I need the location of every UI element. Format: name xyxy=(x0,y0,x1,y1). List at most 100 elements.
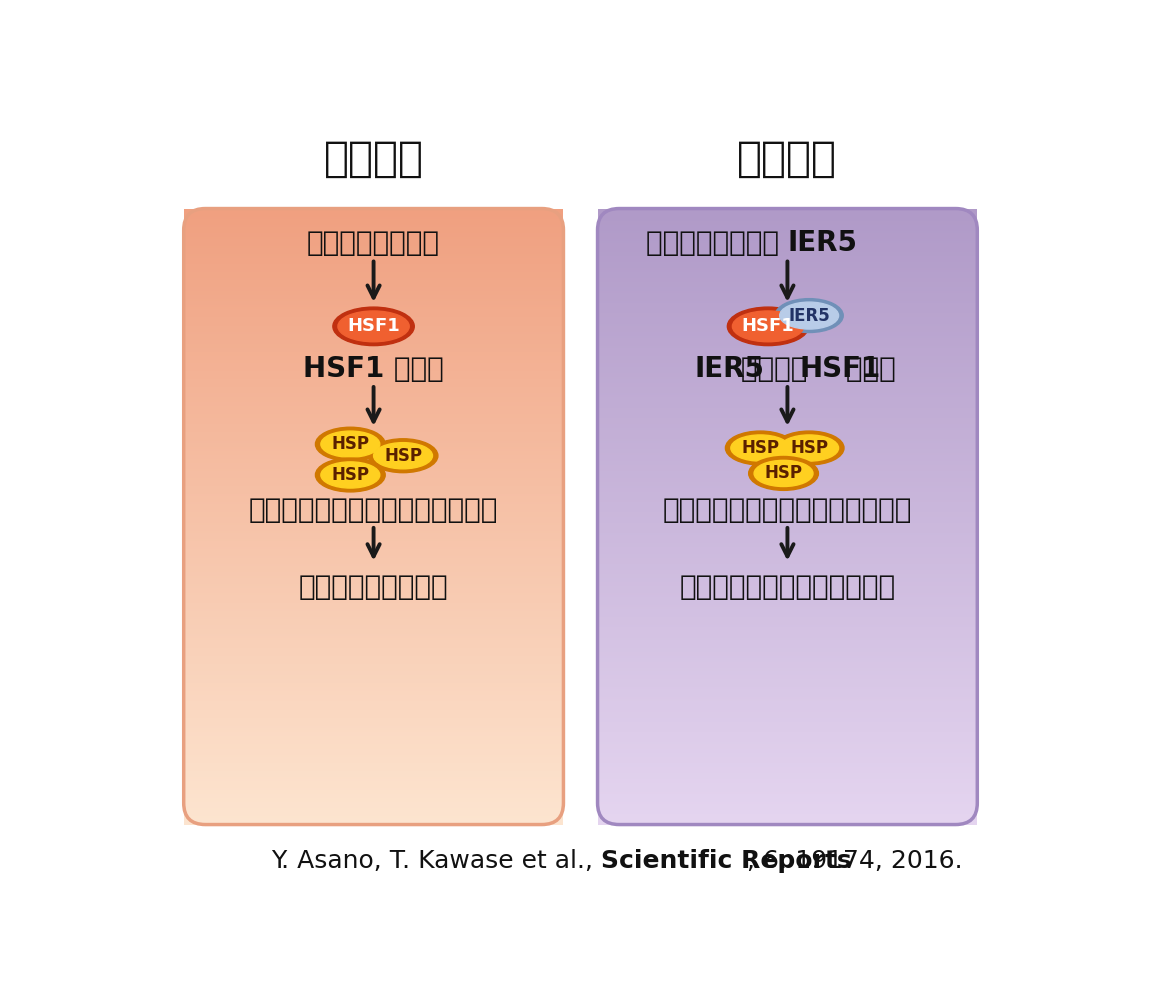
Bar xyxy=(184,465,564,467)
Bar xyxy=(184,426,564,428)
Bar xyxy=(598,794,977,796)
Bar xyxy=(184,455,564,457)
Bar xyxy=(598,675,977,677)
Bar xyxy=(598,459,977,461)
Ellipse shape xyxy=(728,307,809,346)
Bar xyxy=(598,642,977,644)
Bar xyxy=(598,525,977,527)
Bar xyxy=(598,346,977,348)
Bar xyxy=(598,365,977,367)
Bar xyxy=(184,668,564,671)
Bar xyxy=(598,408,977,410)
Bar xyxy=(184,619,564,621)
Bar xyxy=(184,402,564,404)
Bar xyxy=(598,613,977,615)
Bar xyxy=(598,443,977,445)
Bar xyxy=(598,256,977,258)
Bar xyxy=(598,336,977,338)
Bar xyxy=(184,689,564,691)
Bar xyxy=(598,426,977,428)
Bar xyxy=(184,531,564,533)
Bar xyxy=(598,673,977,675)
Bar xyxy=(184,418,564,420)
Bar xyxy=(598,687,977,689)
Bar xyxy=(184,800,564,802)
Bar xyxy=(184,482,564,484)
Bar xyxy=(598,326,977,328)
Bar xyxy=(184,246,564,248)
Bar xyxy=(184,293,564,295)
Bar xyxy=(598,695,977,697)
Bar xyxy=(598,601,977,603)
Text: 過剰発現している: 過剰発現している xyxy=(646,229,788,257)
Bar xyxy=(184,422,564,424)
Bar xyxy=(184,808,564,810)
Text: 正常細胞: 正常細胞 xyxy=(323,137,423,180)
Bar xyxy=(598,311,977,313)
Bar xyxy=(184,654,564,656)
Bar xyxy=(598,328,977,330)
Bar xyxy=(184,379,564,381)
Bar xyxy=(184,779,564,781)
Bar xyxy=(598,701,977,703)
Bar xyxy=(598,605,977,607)
Bar xyxy=(598,287,977,289)
Bar xyxy=(184,209,564,211)
Bar xyxy=(184,268,564,270)
Bar xyxy=(598,389,977,391)
Bar xyxy=(598,291,977,293)
Text: HSP: HSP xyxy=(742,439,779,457)
Bar xyxy=(184,285,564,287)
Text: HSP: HSP xyxy=(764,464,803,482)
Text: Y. Asano, T. Kawase et al.,: Y. Asano, T. Kawase et al., xyxy=(271,849,601,873)
Bar xyxy=(184,393,564,395)
Bar xyxy=(184,387,564,389)
Text: HSF1: HSF1 xyxy=(742,317,795,335)
Text: , 6: 19174, 2016.: , 6: 19174, 2016. xyxy=(747,849,962,873)
Bar xyxy=(184,648,564,650)
Bar xyxy=(184,521,564,523)
Bar xyxy=(184,597,564,599)
Bar xyxy=(184,235,564,237)
Bar xyxy=(598,266,977,268)
Bar xyxy=(598,802,977,804)
Bar xyxy=(598,632,977,634)
Bar xyxy=(598,775,977,777)
Bar xyxy=(184,352,564,354)
Bar xyxy=(184,675,564,677)
Bar xyxy=(598,537,977,539)
Bar xyxy=(598,264,977,266)
Bar xyxy=(184,436,564,439)
Bar xyxy=(598,738,977,740)
Bar xyxy=(184,802,564,804)
Bar xyxy=(598,252,977,254)
Bar xyxy=(184,539,564,541)
Bar xyxy=(598,305,977,307)
Bar xyxy=(184,701,564,703)
Bar xyxy=(184,280,564,282)
Bar xyxy=(598,260,977,262)
Bar xyxy=(184,586,564,588)
Bar xyxy=(184,796,564,798)
Bar xyxy=(598,638,977,640)
Bar xyxy=(184,410,564,412)
Bar xyxy=(598,270,977,272)
Bar xyxy=(184,523,564,525)
Bar xyxy=(598,457,977,459)
Bar xyxy=(184,617,564,619)
Bar xyxy=(184,365,564,367)
Bar xyxy=(598,299,977,301)
Bar xyxy=(184,328,564,330)
Bar xyxy=(598,703,977,705)
Bar xyxy=(184,525,564,527)
Bar xyxy=(598,243,977,246)
Bar xyxy=(184,309,564,311)
Bar xyxy=(184,231,564,233)
Bar xyxy=(184,638,564,640)
Bar xyxy=(598,506,977,508)
Bar xyxy=(184,736,564,738)
Bar xyxy=(598,820,977,822)
Bar xyxy=(184,291,564,293)
Bar xyxy=(184,313,564,315)
Text: HSF1: HSF1 xyxy=(799,355,881,383)
